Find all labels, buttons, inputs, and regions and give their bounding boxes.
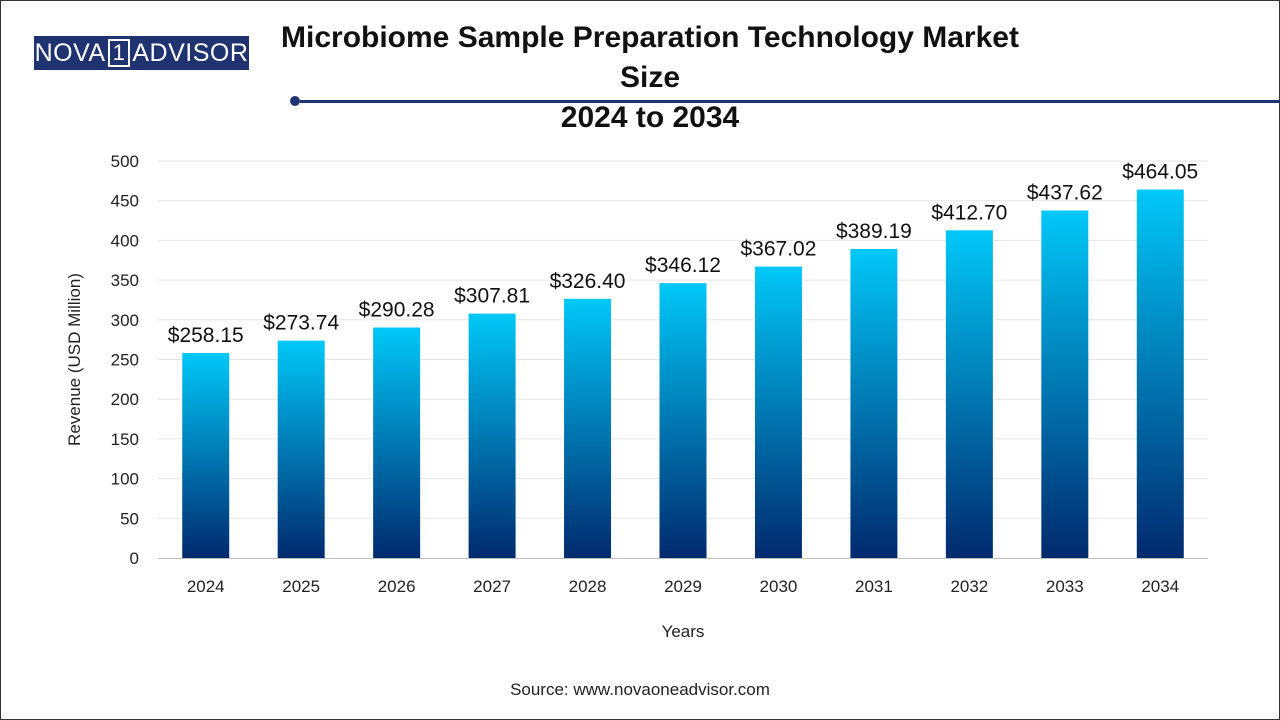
y-axis-title: Revenue (USD Million) — [65, 273, 84, 446]
x-tick-label: 2034 — [1141, 577, 1179, 596]
source-note: Source: www.novaoneadvisor.com — [510, 680, 770, 699]
logo-text-right: ADVISOR — [132, 38, 249, 67]
y-tick-label: 450 — [111, 192, 139, 211]
data-label: $258.15 — [168, 324, 244, 347]
title-rule-dot — [290, 96, 300, 106]
bar — [373, 327, 421, 558]
data-label: $367.02 — [740, 238, 816, 261]
data-label: $464.05 — [1122, 161, 1198, 184]
x-tick-label: 2033 — [1046, 577, 1084, 596]
y-tick-label: 350 — [111, 271, 139, 290]
bar — [1041, 210, 1089, 558]
y-tick-label: 300 — [111, 311, 139, 330]
logo-mark: 1 — [107, 39, 131, 67]
y-tick-label: 150 — [111, 430, 139, 449]
x-tick-label: 2024 — [187, 577, 225, 596]
data-label: $412.70 — [931, 201, 1007, 224]
bar — [564, 298, 612, 558]
chart-title: Microbiome Sample Preparation Technology… — [250, 18, 1050, 138]
chart-title-line2: 2024 to 2034 — [560, 101, 740, 134]
x-tick-label: 2025 — [282, 577, 320, 596]
brand-logo: NOVA 1 ADVISOR — [34, 36, 249, 70]
data-label: $290.28 — [359, 299, 435, 322]
y-axis-ticks: 0 50 100 150 200 250 300 350 400 450 500 — [111, 152, 139, 568]
x-tick-label: 2030 — [760, 577, 798, 596]
x-axis-ticks: 2024 2025 2026 2027 2028 2029 2030 2031 2032 2033… — [187, 577, 1179, 596]
x-tick-label: 2029 — [664, 577, 702, 596]
y-tick-label: 200 — [111, 390, 139, 409]
data-label: $346.12 — [645, 254, 721, 277]
chart-title-line1: Microbiome Sample Preparation Technology… — [281, 21, 1019, 94]
y-tick-label: 50 — [120, 509, 139, 528]
data-labels: $258.15 $273.74 $290.28 $307.81 $326.40 $346.… — [168, 161, 1198, 347]
x-tick-label: 2026 — [378, 577, 416, 596]
data-label: $307.81 — [454, 285, 530, 308]
y-tick-label: 400 — [111, 231, 139, 250]
y-tick-label: 100 — [111, 470, 139, 489]
data-label: $437.62 — [1027, 182, 1103, 205]
y-tick-label: 250 — [111, 351, 139, 370]
x-tick-label: 2027 — [473, 577, 511, 596]
y-tick-label: 500 — [111, 152, 139, 171]
data-label: $273.74 — [263, 312, 339, 335]
bar — [468, 313, 516, 558]
bar — [659, 283, 707, 558]
data-label: $326.40 — [550, 270, 626, 293]
logo-text-left: NOVA — [34, 38, 106, 67]
bar — [1136, 189, 1184, 558]
bar — [182, 353, 230, 558]
bar — [277, 340, 325, 558]
x-tick-label: 2031 — [855, 577, 893, 596]
data-label: $389.19 — [836, 220, 912, 243]
x-tick-label: 2028 — [569, 577, 607, 596]
bar — [850, 248, 898, 558]
y-tick-label: 0 — [130, 549, 139, 568]
title-rule-line — [300, 100, 1280, 103]
bars — [182, 189, 1184, 558]
bar — [945, 230, 993, 558]
bar — [754, 266, 802, 558]
x-tick-label: 2032 — [950, 577, 988, 596]
x-axis-title: Years — [662, 622, 705, 641]
